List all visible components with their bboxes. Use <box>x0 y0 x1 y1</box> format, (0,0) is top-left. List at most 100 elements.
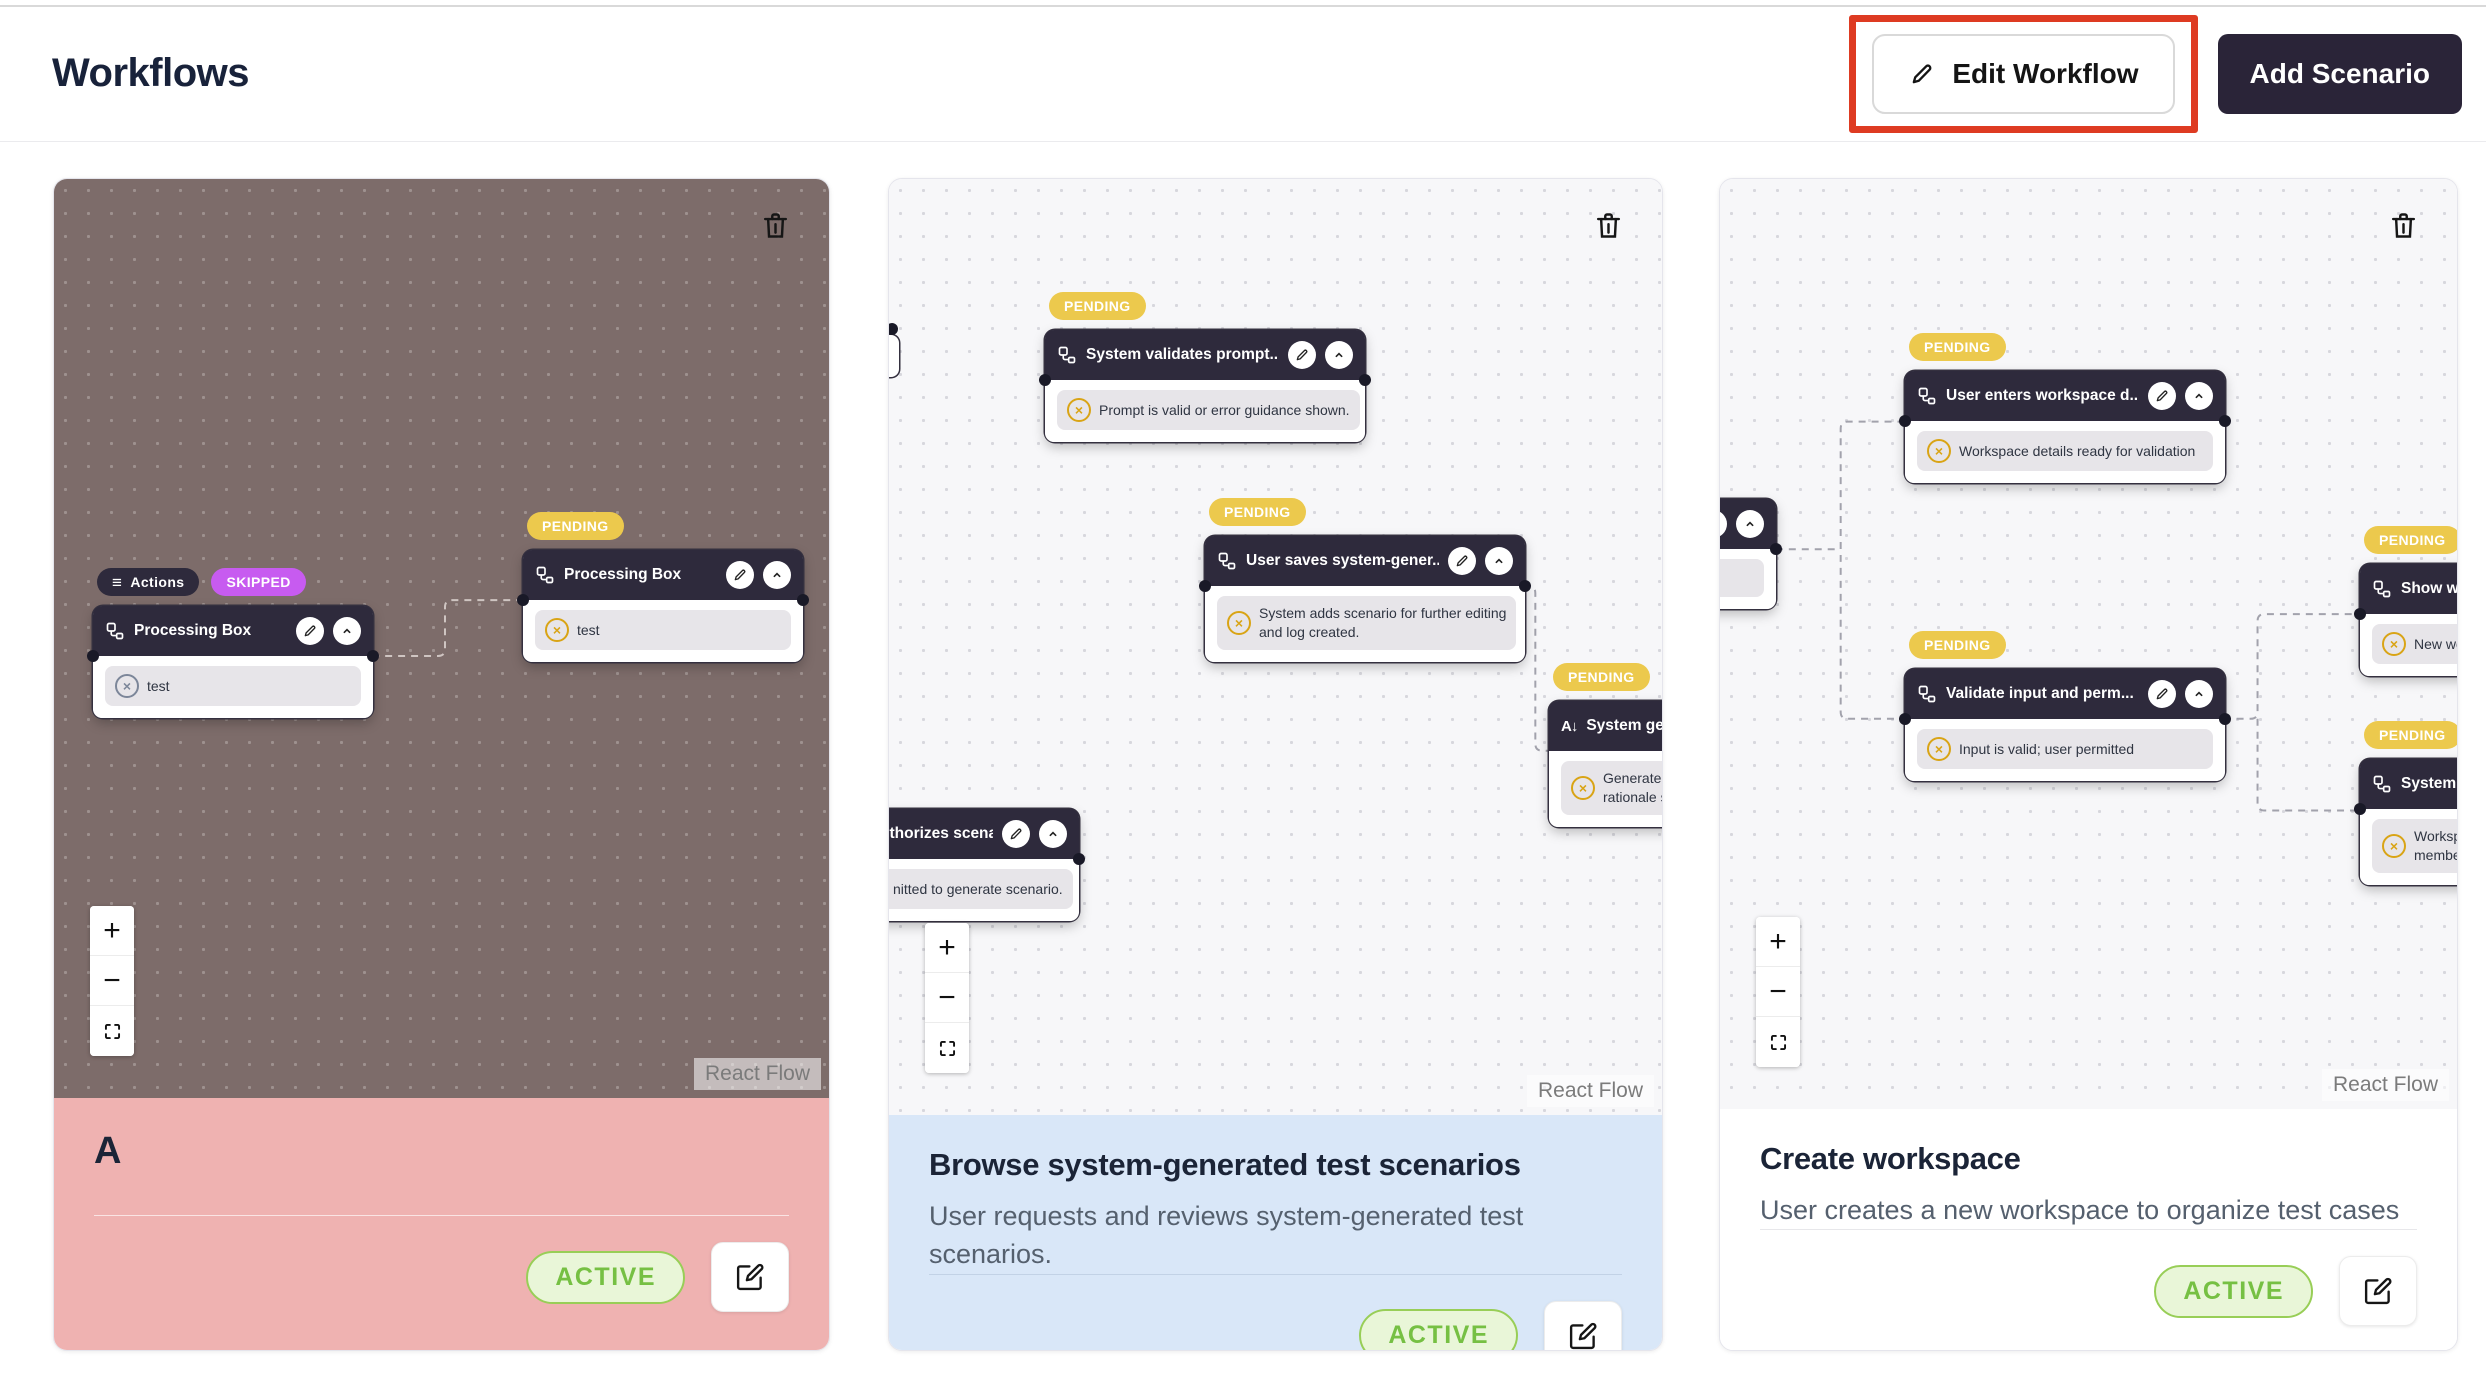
zoom-in-button[interactable]: + <box>1756 917 1800 967</box>
flow-node[interactable]: System cr × Workspace members <box>2360 759 2457 885</box>
node-chip: × Workspace details ready for validation <box>1917 431 2213 471</box>
status-pill-actions[interactable]: ≡ Actions <box>97 568 200 596</box>
collapse-node-button[interactable] <box>1039 820 1067 848</box>
edit-node-button[interactable] <box>1002 820 1030 848</box>
flow-controls: + − <box>1756 917 1800 1067</box>
edit-scenario-button[interactable] <box>1544 1300 1622 1350</box>
collapse-node-button[interactable] <box>1325 341 1353 369</box>
workflow-description: User creates a new workspace to organize… <box>1760 1195 2400 1225</box>
flow-node[interactable]: Validate input and perm... × Input is vali… <box>1905 669 2225 781</box>
flow-node[interactable]: A↓ System gen × Generated s rationale sh <box>1549 701 1662 827</box>
node-handle-left <box>1199 580 1211 592</box>
x-circle-icon: × <box>2382 632 2406 656</box>
footer-divider <box>94 1215 789 1216</box>
node-body: × Input is valid; user permitted <box>1905 719 2225 781</box>
status-badge: ACTIVE <box>526 1250 685 1304</box>
node-title: uthorizes scena... <box>889 825 993 842</box>
pencil-icon <box>1908 60 1936 88</box>
workflow-icon <box>105 621 125 641</box>
workflow-title: Browse system-generated test scenarios <box>929 1147 1521 1182</box>
zoom-out-button[interactable]: − <box>90 956 134 1006</box>
footer-divider <box>929 1273 1622 1275</box>
node-chip: × Generated s rationale sh <box>1561 761 1662 815</box>
flow-canvas[interactable]: PENDING System validates prompt... × Prompt… <box>889 179 1662 1115</box>
flow-node[interactable] <box>1720 499 1776 609</box>
flow-canvas[interactable]: ≡ Actions SKIPPED Processing Box × test PENDIN… <box>54 179 829 1098</box>
edit-node-button[interactable] <box>1448 547 1476 575</box>
zoom-in-button[interactable]: + <box>90 906 134 956</box>
edit-node-button[interactable] <box>1720 510 1727 538</box>
edit-node-button[interactable] <box>1288 341 1316 369</box>
status-pill-pending: PENDING <box>527 512 624 540</box>
zoom-out-button[interactable]: − <box>925 973 969 1023</box>
edit-node-button[interactable] <box>2148 680 2176 708</box>
node-body: × Prompt is valid or error guidance shown… <box>1045 380 1365 442</box>
flow-node[interactable]: System validates prompt... × Prompt is val… <box>1045 330 1365 442</box>
fit-view-button[interactable] <box>925 1023 969 1073</box>
card-footer: Create workspace User creates a new work… <box>1720 1109 2457 1350</box>
flow-node[interactable]: uthorizes scena... ×nitted to generate sc… <box>889 809 1079 921</box>
node-title: Show wor <box>2401 580 2457 597</box>
flow-node[interactable]: Processing Box × test <box>93 606 373 718</box>
node-handle-right <box>1770 543 1782 555</box>
node-header: System cr <box>2360 759 2457 809</box>
edit-scenario-button[interactable] <box>2339 1256 2417 1327</box>
flow-node[interactable]: Show wor × New works <box>2360 564 2457 676</box>
flow-node[interactable]: User enters workspace d... × Workspace det… <box>1905 371 2225 483</box>
status-pill-row: PENDING <box>2364 721 2457 749</box>
page-title: Workflows <box>52 51 250 95</box>
footer-actions: ACTIVE <box>1760 1256 2417 1327</box>
zoom-out-button[interactable]: − <box>1756 967 1800 1017</box>
status-pill-pending: PENDING <box>1209 498 1306 526</box>
node-chip: × New works <box>2372 624 2457 664</box>
node-handle <box>889 323 898 335</box>
delete-workflow-button[interactable] <box>2385 209 2421 245</box>
fit-view-button[interactable] <box>90 1006 134 1056</box>
node-body: × Generated s rationale sh <box>1549 751 1662 827</box>
edit-workflow-button[interactable]: Edit Workflow <box>1872 33 2175 114</box>
edit-node-button[interactable] <box>726 561 754 589</box>
node-chip-text: Workspace members <box>2414 828 2457 863</box>
node-header: Processing Box <box>523 550 803 600</box>
node-chip-text: Generated s rationale sh <box>1603 770 1662 805</box>
collapse-node-button[interactable] <box>1736 510 1764 538</box>
zoom-in-button[interactable]: + <box>925 923 969 973</box>
node-handle-left <box>517 594 529 606</box>
edit-node-button[interactable] <box>2148 382 2176 410</box>
node-handle-left <box>2354 803 2366 815</box>
delete-workflow-button[interactable] <box>1590 209 1626 245</box>
edit-node-button[interactable] <box>296 617 324 645</box>
flow-node[interactable]: User saves system-gener... × System adds s… <box>1205 536 1525 662</box>
workflow-description: User requests and reviews system-generat… <box>929 1201 1524 1270</box>
collapse-node-button[interactable] <box>1485 547 1513 575</box>
add-scenario-button[interactable]: Add Scenario <box>2217 33 2462 114</box>
node-body <box>1720 549 1776 609</box>
node-handle-right <box>1519 580 1531 592</box>
workflow-icon <box>1917 684 1937 704</box>
status-pill-pending: PENDING <box>1909 631 2006 659</box>
collapse-node-button[interactable] <box>333 617 361 645</box>
reactflow-attribution: React Flow <box>693 1058 821 1090</box>
node-header: Processing Box <box>93 606 373 656</box>
collapse-node-button[interactable] <box>2185 382 2213 410</box>
fit-view-button[interactable] <box>1756 1017 1800 1067</box>
flow-node[interactable]: Processing Box × test <box>523 550 803 662</box>
x-circle-icon: × <box>1927 737 1951 761</box>
node-body: × System adds scenario for further editin… <box>1205 586 1525 662</box>
edit-scenario-button[interactable] <box>711 1242 789 1312</box>
status-pill-row: PENDING <box>2364 526 2457 554</box>
collapse-node-button[interactable] <box>2185 680 2213 708</box>
flow-controls: + − <box>925 923 969 1073</box>
status-pill-label: PENDING <box>1568 669 1635 685</box>
node-chip: ×nitted to generate scenario. <box>889 869 1073 909</box>
collapse-node-button[interactable] <box>763 561 791 589</box>
delete-workflow-button[interactable] <box>757 209 793 245</box>
x-circle-icon: × <box>1227 610 1251 635</box>
node-chip-text: Prompt is valid or error guidance shown. <box>1099 401 1350 418</box>
status-pill-label: Actions <box>130 574 185 590</box>
page-header: Workflows Edit Workflow Add Scenario <box>0 0 2486 142</box>
node-body: × test <box>523 600 803 662</box>
node-header <box>1720 499 1776 549</box>
node-handle-right <box>1073 853 1085 865</box>
flow-canvas[interactable]: PENDING User enters workspace d... × Worksp… <box>1720 179 2457 1109</box>
